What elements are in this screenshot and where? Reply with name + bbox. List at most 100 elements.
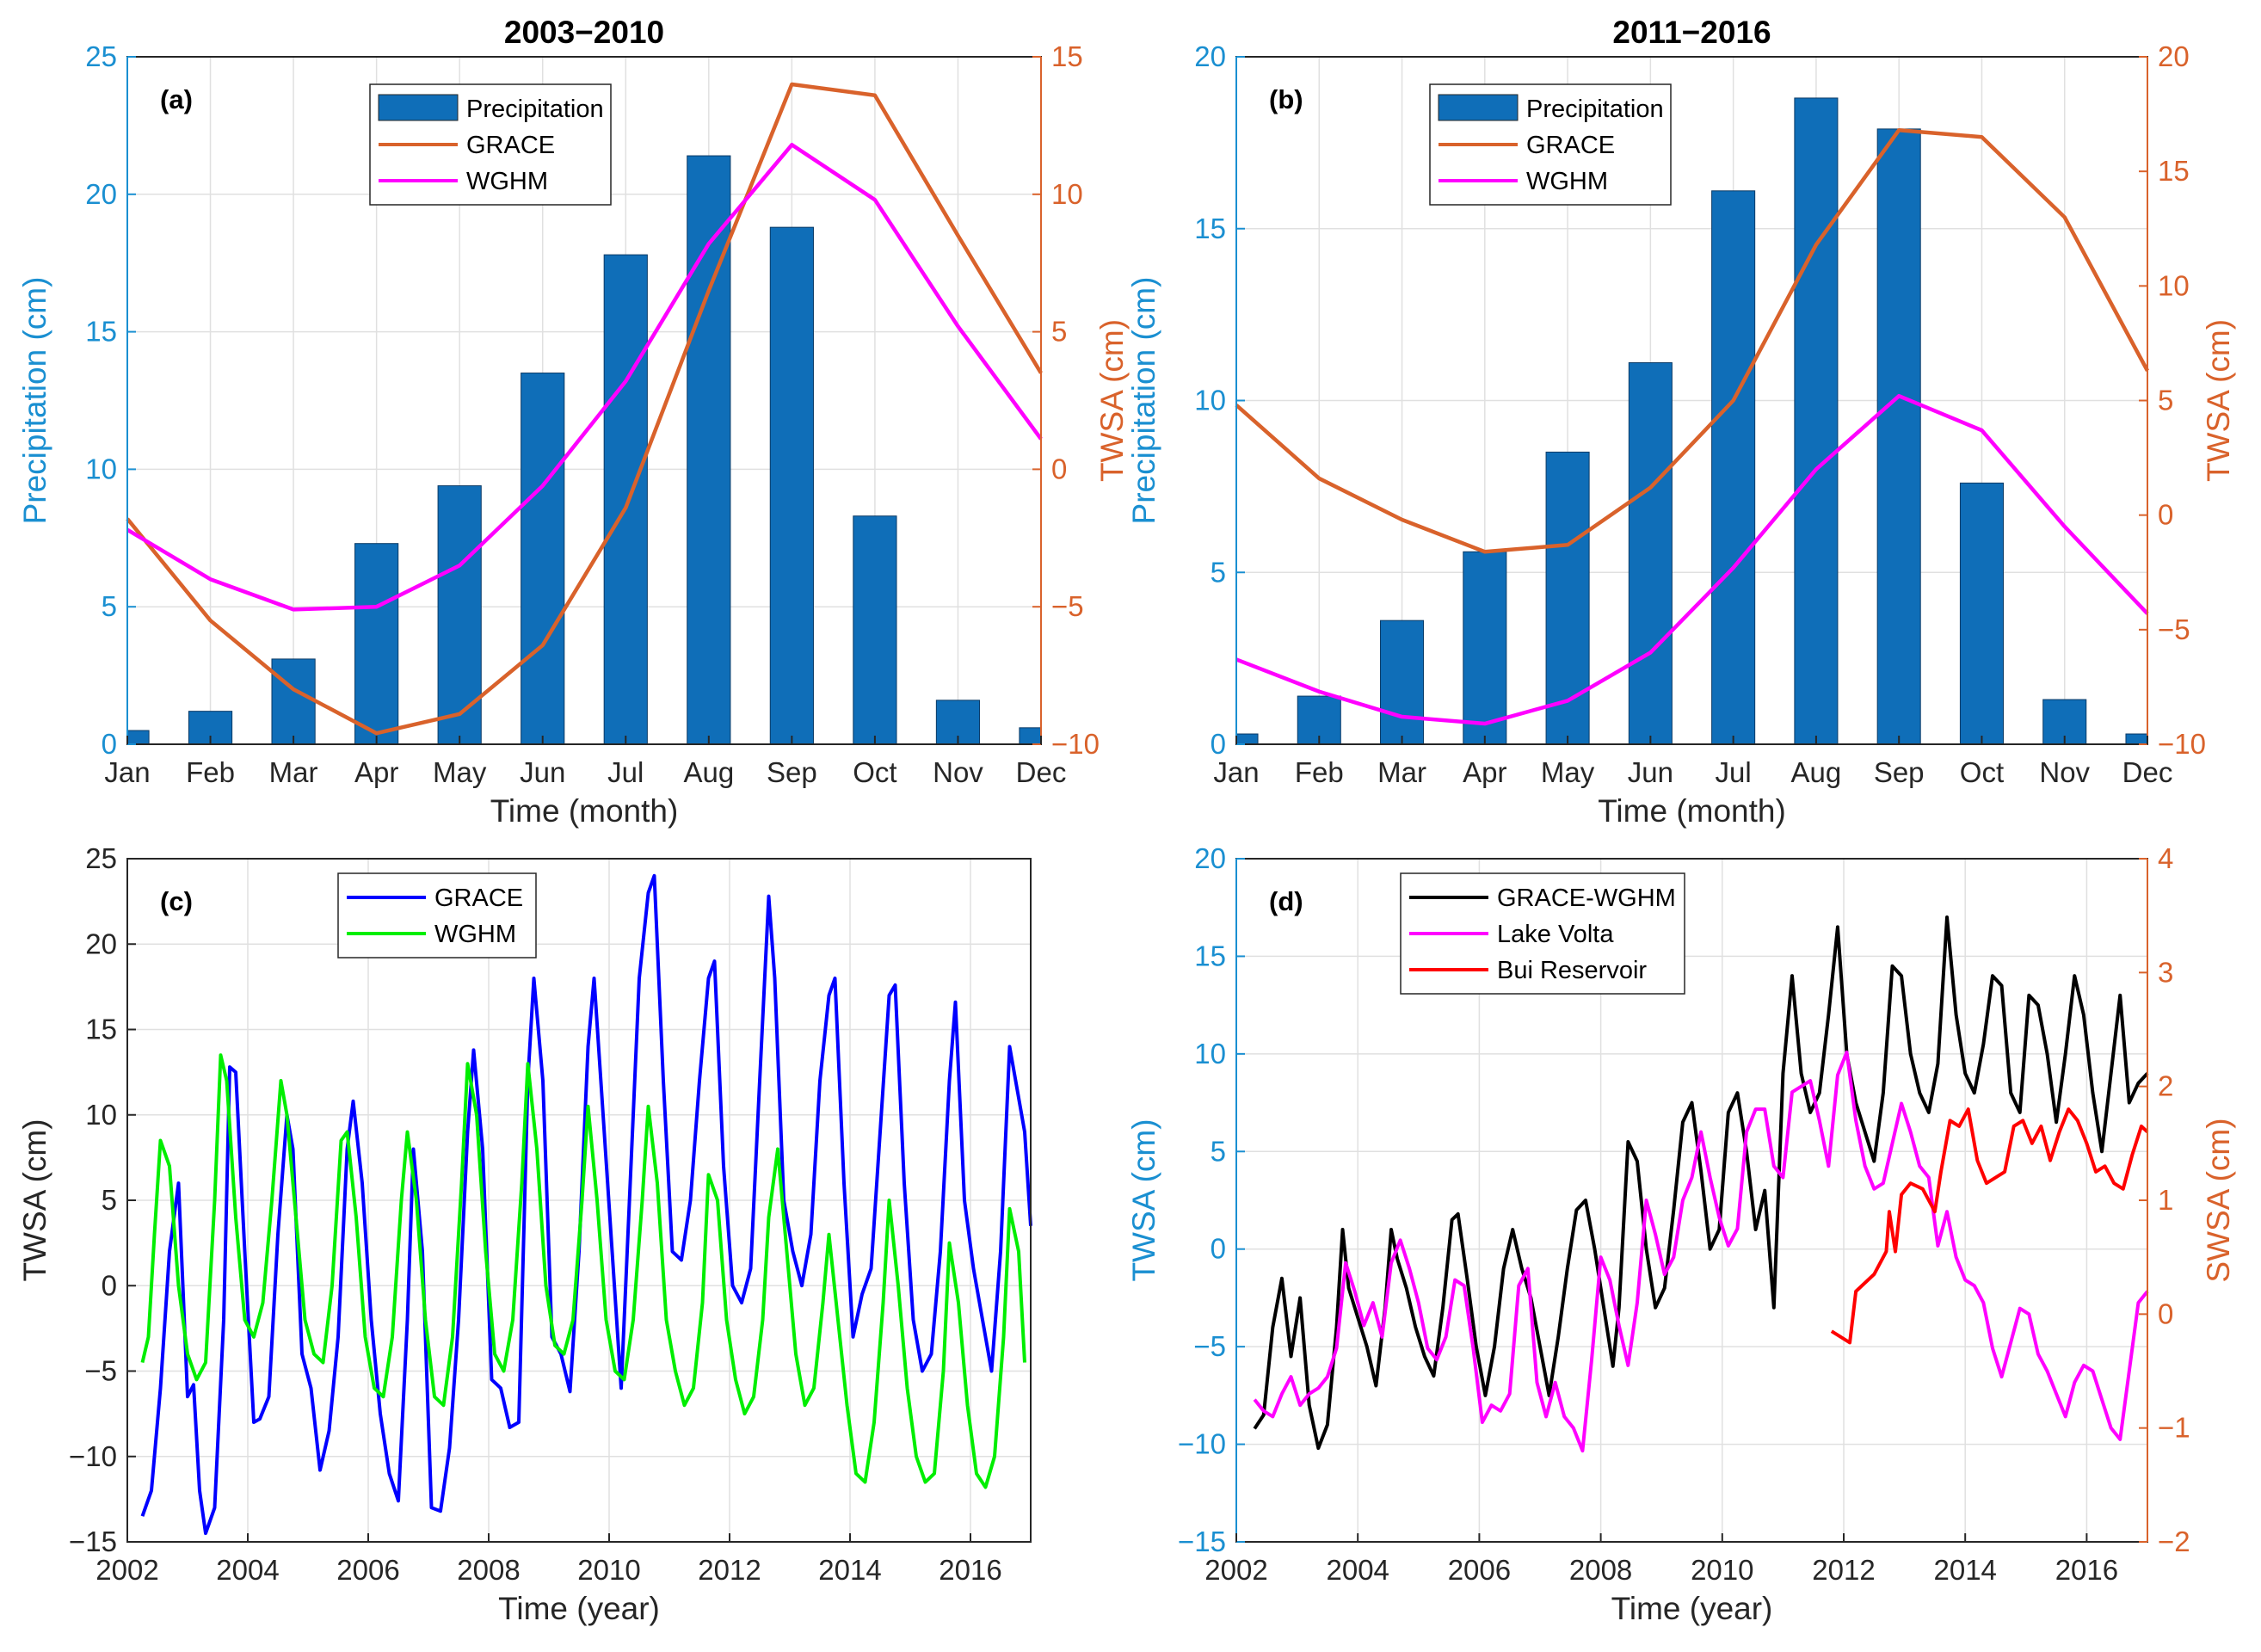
ytick-label-right-a-1: −5	[1051, 590, 1084, 622]
x-axis-label-b: Time (month)	[1598, 793, 1786, 829]
line-c-wghm	[140, 1053, 1026, 1489]
ytick-label-left-d-1: −10	[1178, 1428, 1226, 1460]
ytick-label-left-c-8: 25	[85, 842, 117, 874]
xtick-label-a-6: Jul	[607, 756, 644, 788]
ytick-label-left-b-0: 0	[1211, 728, 1226, 760]
ytick-label-left-d-2: −5	[1193, 1330, 1226, 1362]
bar-a-mar	[271, 658, 316, 745]
xtick-label-b-10: Nov	[2039, 756, 2090, 788]
bar-b-jul	[1711, 190, 1756, 745]
x-axis-label-d: Time (year)	[1611, 1591, 1773, 1626]
ytick-label-left-d-4: 5	[1211, 1135, 1226, 1167]
xtick-label-b-8: Sep	[1874, 756, 1925, 788]
x-axis-label-c: Time (year)	[498, 1591, 660, 1626]
xtick-label-d-4: 2010	[1691, 1554, 1753, 1586]
xtick-label-c-2: 2006	[336, 1554, 399, 1586]
bar-a-dec	[1019, 727, 1042, 745]
bar-a-oct	[853, 515, 897, 745]
xtick-label-b-2: Mar	[1377, 756, 1426, 788]
line-b-grace	[1235, 127, 2149, 554]
panel-label-d: (d)	[1269, 886, 1303, 916]
ytick-label-left-a-0: 0	[102, 728, 117, 760]
xtick-label-c-0: 2002	[95, 1554, 158, 1586]
y-axis-label-right-a: TWSA (cm)	[1094, 319, 1130, 482]
bar-b-jun	[1628, 362, 1673, 745]
legend-label-a-2: WGHM	[466, 168, 548, 195]
ytick-label-left-a-3: 15	[85, 316, 117, 348]
plot-frame-d	[1235, 858, 2148, 1543]
xtick-label-d-6: 2014	[1933, 1554, 1996, 1586]
xtick-label-c-4: 2010	[577, 1554, 640, 1586]
xtick-label-a-7: Aug	[683, 756, 734, 788]
x-axis-label-a: Time (month)	[490, 793, 679, 829]
panel-a-precipitation-2003-2010: 0 5 10 15 20 25 −10 −5 0 5 10 15 Jan Feb Mar Apr May Jun J…	[17, 15, 1130, 829]
bar-a-jan	[126, 730, 150, 745]
xtick-label-c-5: 2012	[698, 1554, 761, 1586]
chart-title-a: 2003−2010	[504, 15, 664, 50]
xtick-label-c-3: 2008	[457, 1554, 520, 1586]
y-axis-label-left-c: TWSA (cm)	[17, 1119, 52, 1281]
panel-c-twsa-timeseries: −15 −10 −5 0 5 10 15 20 25 TWSA (cm) 2002 2004 2006 2…	[17, 842, 1032, 1626]
legend-label-c-0: GRACE	[434, 885, 523, 912]
xtick-label-d-1: 2004	[1326, 1554, 1389, 1586]
ytick-label-right-a-4: 10	[1051, 178, 1083, 210]
bar-a-jun	[521, 373, 565, 745]
ytick-label-right-b-3: 5	[2158, 385, 2173, 416]
xtick-label-a-4: May	[433, 756, 487, 788]
ytick-label-left-b-2: 10	[1194, 385, 1226, 416]
chart-title-b: 2011−2016	[1612, 15, 1771, 50]
ytick-label-right-d-5: 3	[2158, 956, 2173, 988]
ytick-label-right-b-2: 0	[2158, 499, 2173, 531]
ytick-label-right-d-0: −2	[2158, 1526, 2190, 1557]
xtick-label-d-5: 2012	[1812, 1554, 1875, 1586]
xtick-label-c-7: 2016	[939, 1554, 1001, 1586]
bar-b-jan	[1235, 733, 1259, 745]
panel-b-precipitation-2011-2016: 0 5 10 15 20 −10 −5 0 5 10 15 20 Jan Feb Mar Apr May Jun J…	[1126, 15, 2236, 829]
ytick-label-left-b-3: 15	[1194, 213, 1226, 244]
ytick-label-left-a-2: 10	[85, 453, 117, 484]
ytick-label-right-b-0: −10	[2158, 728, 2206, 760]
xtick-label-b-6: Jul	[1716, 756, 1752, 788]
ytick-label-left-b-4: 20	[1194, 40, 1226, 72]
ytick-label-right-d-2: 0	[2158, 1298, 2173, 1329]
xtick-label-c-1: 2004	[216, 1554, 279, 1586]
bar-b-mar	[1380, 620, 1425, 745]
xtick-label-a-1: Feb	[186, 756, 235, 788]
legend-label-a-0: Precipitation	[466, 96, 604, 123]
line-d-lake-volta	[1253, 1050, 2149, 1453]
ytick-label-right-b-6: 20	[2158, 40, 2190, 72]
y-axis-label-left-a: Precipitation (cm)	[17, 277, 52, 525]
ytick-label-right-a-2: 0	[1051, 453, 1067, 484]
panel-label-b: (b)	[1269, 84, 1303, 114]
panel-label-a: (a)	[160, 84, 193, 114]
xtick-label-a-11: Dec	[1016, 756, 1067, 788]
xtick-label-b-9: Oct	[1960, 756, 2004, 788]
xtick-label-b-4: May	[1541, 756, 1595, 788]
bar-b-may	[1545, 451, 1590, 745]
ytick-label-left-b-1: 5	[1211, 556, 1226, 588]
ytick-label-left-c-0: −15	[69, 1526, 117, 1557]
ytick-label-right-d-1: −1	[2158, 1412, 2190, 1444]
ytick-label-left-a-5: 25	[85, 40, 117, 72]
legend-swatch-b-0	[1438, 94, 1519, 121]
ytick-label-left-c-2: −5	[84, 1355, 117, 1387]
xtick-label-b-5: Jun	[1628, 756, 1673, 788]
line-a-grace	[126, 82, 1043, 736]
xtick-label-a-9: Oct	[853, 756, 896, 788]
bar-a-may	[437, 485, 482, 745]
legend-swatch-a-0	[378, 94, 459, 121]
y-axis-label-right-b: TWSA (cm)	[2201, 319, 2236, 482]
ytick-label-left-c-3: 0	[102, 1269, 117, 1301]
ytick-label-right-a-3: 5	[1051, 316, 1067, 348]
panel-label-c: (c)	[160, 886, 193, 916]
xtick-label-b-1: Feb	[1295, 756, 1344, 788]
ytick-label-right-d-6: 4	[2158, 842, 2173, 874]
legend-label-b-1: GRACE	[1526, 132, 1615, 159]
ytick-label-left-d-3: 0	[1211, 1233, 1226, 1265]
xtick-label-a-10: Nov	[933, 756, 983, 788]
ytick-label-left-d-0: −15	[1178, 1526, 1226, 1557]
ytick-label-left-c-4: 5	[102, 1184, 117, 1216]
ytick-label-left-a-1: 5	[102, 590, 117, 622]
xtick-label-a-3: Apr	[354, 756, 398, 788]
xtick-label-a-8: Sep	[767, 756, 817, 788]
